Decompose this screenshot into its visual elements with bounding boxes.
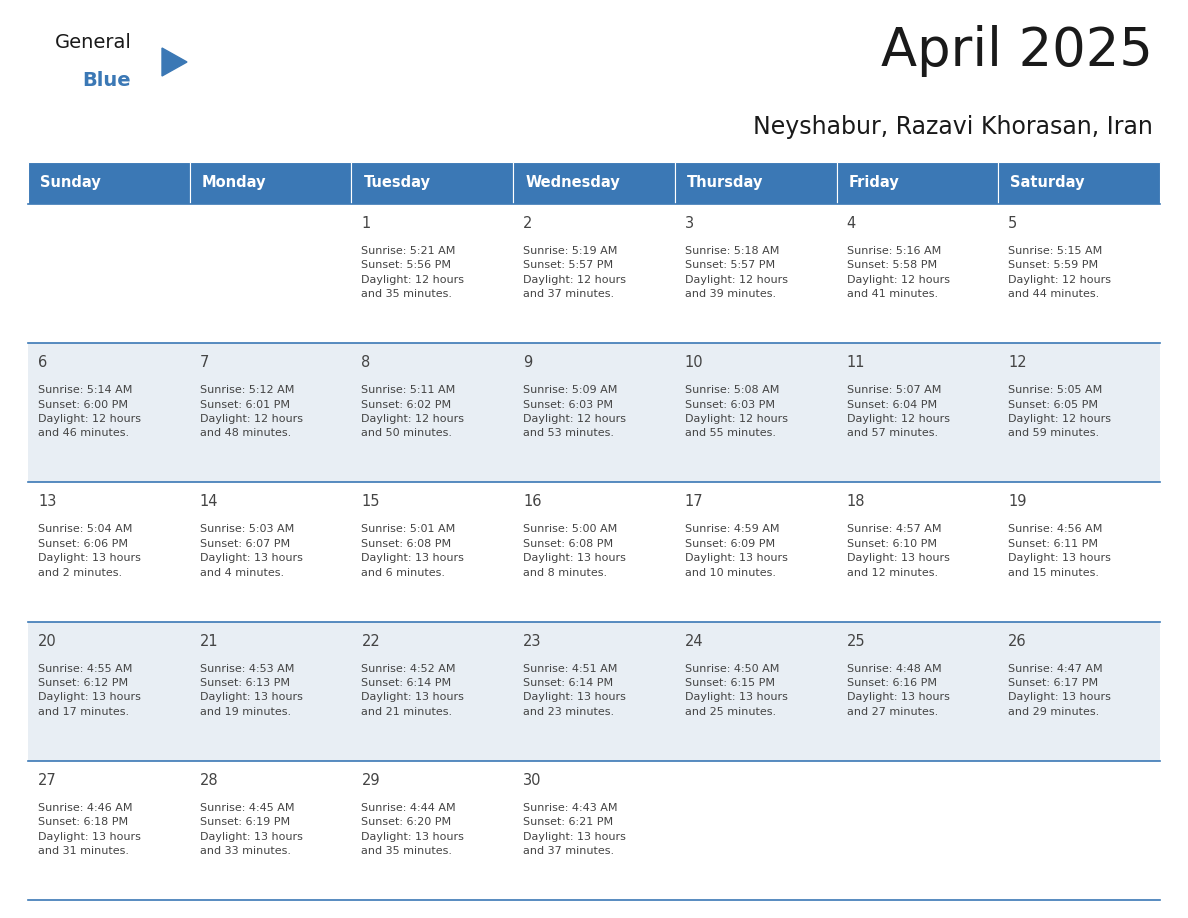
Text: 4: 4 [847, 216, 855, 231]
Text: Sunrise: 5:12 AM
Sunset: 6:01 PM
Daylight: 12 hours
and 48 minutes.: Sunrise: 5:12 AM Sunset: 6:01 PM Dayligh… [200, 386, 303, 439]
Text: 16: 16 [523, 495, 542, 509]
Text: 1: 1 [361, 216, 371, 231]
Text: Sunrise: 4:44 AM
Sunset: 6:20 PM
Daylight: 13 hours
and 35 minutes.: Sunrise: 4:44 AM Sunset: 6:20 PM Dayligh… [361, 803, 465, 856]
Text: 17: 17 [684, 495, 703, 509]
Text: Sunrise: 5:15 AM
Sunset: 5:59 PM
Daylight: 12 hours
and 44 minutes.: Sunrise: 5:15 AM Sunset: 5:59 PM Dayligh… [1009, 246, 1111, 299]
Text: April 2025: April 2025 [881, 25, 1154, 77]
Text: Thursday: Thursday [687, 175, 763, 191]
Text: 27: 27 [38, 773, 57, 788]
Text: Sunrise: 5:11 AM
Sunset: 6:02 PM
Daylight: 12 hours
and 50 minutes.: Sunrise: 5:11 AM Sunset: 6:02 PM Dayligh… [361, 386, 465, 439]
Text: 22: 22 [361, 633, 380, 649]
Polygon shape [162, 48, 187, 76]
Text: 2: 2 [523, 216, 532, 231]
Text: Sunrise: 4:51 AM
Sunset: 6:14 PM
Daylight: 13 hours
and 23 minutes.: Sunrise: 4:51 AM Sunset: 6:14 PM Dayligh… [523, 664, 626, 717]
Text: Sunrise: 5:03 AM
Sunset: 6:07 PM
Daylight: 13 hours
and 4 minutes.: Sunrise: 5:03 AM Sunset: 6:07 PM Dayligh… [200, 524, 303, 577]
Text: Blue: Blue [82, 71, 131, 90]
Text: 14: 14 [200, 495, 219, 509]
Text: Friday: Friday [848, 175, 899, 191]
Text: 6: 6 [38, 355, 48, 370]
Text: Sunday: Sunday [40, 175, 101, 191]
Bar [675, 162, 836, 204]
Bar [29, 204, 1159, 343]
Bar [29, 761, 1159, 900]
Text: 15: 15 [361, 495, 380, 509]
Bar [190, 162, 352, 204]
Text: General: General [55, 33, 132, 52]
Text: Sunrise: 4:57 AM
Sunset: 6:10 PM
Daylight: 13 hours
and 12 minutes.: Sunrise: 4:57 AM Sunset: 6:10 PM Dayligh… [847, 524, 949, 577]
Text: 3: 3 [684, 216, 694, 231]
Text: Sunrise: 4:52 AM
Sunset: 6:14 PM
Daylight: 13 hours
and 21 minutes.: Sunrise: 4:52 AM Sunset: 6:14 PM Dayligh… [361, 664, 465, 717]
Text: 28: 28 [200, 773, 219, 788]
Text: Sunrise: 5:04 AM
Sunset: 6:06 PM
Daylight: 13 hours
and 2 minutes.: Sunrise: 5:04 AM Sunset: 6:06 PM Dayligh… [38, 524, 141, 577]
Bar [29, 343, 1159, 482]
Bar [29, 482, 1159, 621]
Text: 24: 24 [684, 633, 703, 649]
Text: Sunrise: 5:05 AM
Sunset: 6:05 PM
Daylight: 12 hours
and 59 minutes.: Sunrise: 5:05 AM Sunset: 6:05 PM Dayligh… [1009, 386, 1111, 439]
Bar [998, 162, 1159, 204]
Text: 25: 25 [847, 633, 865, 649]
Bar [513, 162, 675, 204]
Text: 12: 12 [1009, 355, 1026, 370]
Text: Sunrise: 4:45 AM
Sunset: 6:19 PM
Daylight: 13 hours
and 33 minutes.: Sunrise: 4:45 AM Sunset: 6:19 PM Dayligh… [200, 803, 303, 856]
Text: Sunrise: 4:46 AM
Sunset: 6:18 PM
Daylight: 13 hours
and 31 minutes.: Sunrise: 4:46 AM Sunset: 6:18 PM Dayligh… [38, 803, 141, 856]
Text: Sunrise: 4:53 AM
Sunset: 6:13 PM
Daylight: 13 hours
and 19 minutes.: Sunrise: 4:53 AM Sunset: 6:13 PM Dayligh… [200, 664, 303, 717]
Text: Sunrise: 4:43 AM
Sunset: 6:21 PM
Daylight: 13 hours
and 37 minutes.: Sunrise: 4:43 AM Sunset: 6:21 PM Dayligh… [523, 803, 626, 856]
Text: 10: 10 [684, 355, 703, 370]
Text: 11: 11 [847, 355, 865, 370]
Text: Neyshabur, Razavi Khorasan, Iran: Neyshabur, Razavi Khorasan, Iran [753, 115, 1154, 139]
Text: 13: 13 [38, 495, 56, 509]
Text: Sunrise: 4:48 AM
Sunset: 6:16 PM
Daylight: 13 hours
and 27 minutes.: Sunrise: 4:48 AM Sunset: 6:16 PM Dayligh… [847, 664, 949, 717]
Text: Sunrise: 4:47 AM
Sunset: 6:17 PM
Daylight: 13 hours
and 29 minutes.: Sunrise: 4:47 AM Sunset: 6:17 PM Dayligh… [1009, 664, 1111, 717]
Bar [836, 162, 998, 204]
Text: Sunrise: 5:18 AM
Sunset: 5:57 PM
Daylight: 12 hours
and 39 minutes.: Sunrise: 5:18 AM Sunset: 5:57 PM Dayligh… [684, 246, 788, 299]
Text: Wednesday: Wednesday [525, 175, 620, 191]
Text: Sunrise: 4:55 AM
Sunset: 6:12 PM
Daylight: 13 hours
and 17 minutes.: Sunrise: 4:55 AM Sunset: 6:12 PM Dayligh… [38, 664, 141, 717]
Text: Tuesday: Tuesday [364, 175, 430, 191]
Text: Monday: Monday [202, 175, 266, 191]
Text: Sunrise: 5:07 AM
Sunset: 6:04 PM
Daylight: 12 hours
and 57 minutes.: Sunrise: 5:07 AM Sunset: 6:04 PM Dayligh… [847, 386, 949, 439]
Text: 20: 20 [38, 633, 57, 649]
Text: Sunrise: 5:16 AM
Sunset: 5:58 PM
Daylight: 12 hours
and 41 minutes.: Sunrise: 5:16 AM Sunset: 5:58 PM Dayligh… [847, 246, 949, 299]
Text: 19: 19 [1009, 495, 1026, 509]
Bar [29, 621, 1159, 761]
Text: 30: 30 [523, 773, 542, 788]
Text: 29: 29 [361, 773, 380, 788]
Text: 7: 7 [200, 355, 209, 370]
Text: Sunrise: 5:21 AM
Sunset: 5:56 PM
Daylight: 12 hours
and 35 minutes.: Sunrise: 5:21 AM Sunset: 5:56 PM Dayligh… [361, 246, 465, 299]
Text: Sunrise: 4:59 AM
Sunset: 6:09 PM
Daylight: 13 hours
and 10 minutes.: Sunrise: 4:59 AM Sunset: 6:09 PM Dayligh… [684, 524, 788, 577]
Bar [29, 162, 190, 204]
Text: 9: 9 [523, 355, 532, 370]
Text: Sunrise: 5:14 AM
Sunset: 6:00 PM
Daylight: 12 hours
and 46 minutes.: Sunrise: 5:14 AM Sunset: 6:00 PM Dayligh… [38, 386, 141, 439]
Text: 5: 5 [1009, 216, 1018, 231]
Text: 18: 18 [847, 495, 865, 509]
Text: 21: 21 [200, 633, 219, 649]
Bar [352, 162, 513, 204]
Text: 8: 8 [361, 355, 371, 370]
Text: 26: 26 [1009, 633, 1026, 649]
Text: Sunrise: 4:50 AM
Sunset: 6:15 PM
Daylight: 13 hours
and 25 minutes.: Sunrise: 4:50 AM Sunset: 6:15 PM Dayligh… [684, 664, 788, 717]
Text: Sunrise: 4:56 AM
Sunset: 6:11 PM
Daylight: 13 hours
and 15 minutes.: Sunrise: 4:56 AM Sunset: 6:11 PM Dayligh… [1009, 524, 1111, 577]
Text: Saturday: Saturday [1010, 175, 1085, 191]
Text: Sunrise: 5:19 AM
Sunset: 5:57 PM
Daylight: 12 hours
and 37 minutes.: Sunrise: 5:19 AM Sunset: 5:57 PM Dayligh… [523, 246, 626, 299]
Text: Sunrise: 5:08 AM
Sunset: 6:03 PM
Daylight: 12 hours
and 55 minutes.: Sunrise: 5:08 AM Sunset: 6:03 PM Dayligh… [684, 386, 788, 439]
Text: Sunrise: 5:09 AM
Sunset: 6:03 PM
Daylight: 12 hours
and 53 minutes.: Sunrise: 5:09 AM Sunset: 6:03 PM Dayligh… [523, 386, 626, 439]
Text: Sunrise: 5:00 AM
Sunset: 6:08 PM
Daylight: 13 hours
and 8 minutes.: Sunrise: 5:00 AM Sunset: 6:08 PM Dayligh… [523, 524, 626, 577]
Text: 23: 23 [523, 633, 542, 649]
Text: Sunrise: 5:01 AM
Sunset: 6:08 PM
Daylight: 13 hours
and 6 minutes.: Sunrise: 5:01 AM Sunset: 6:08 PM Dayligh… [361, 524, 465, 577]
